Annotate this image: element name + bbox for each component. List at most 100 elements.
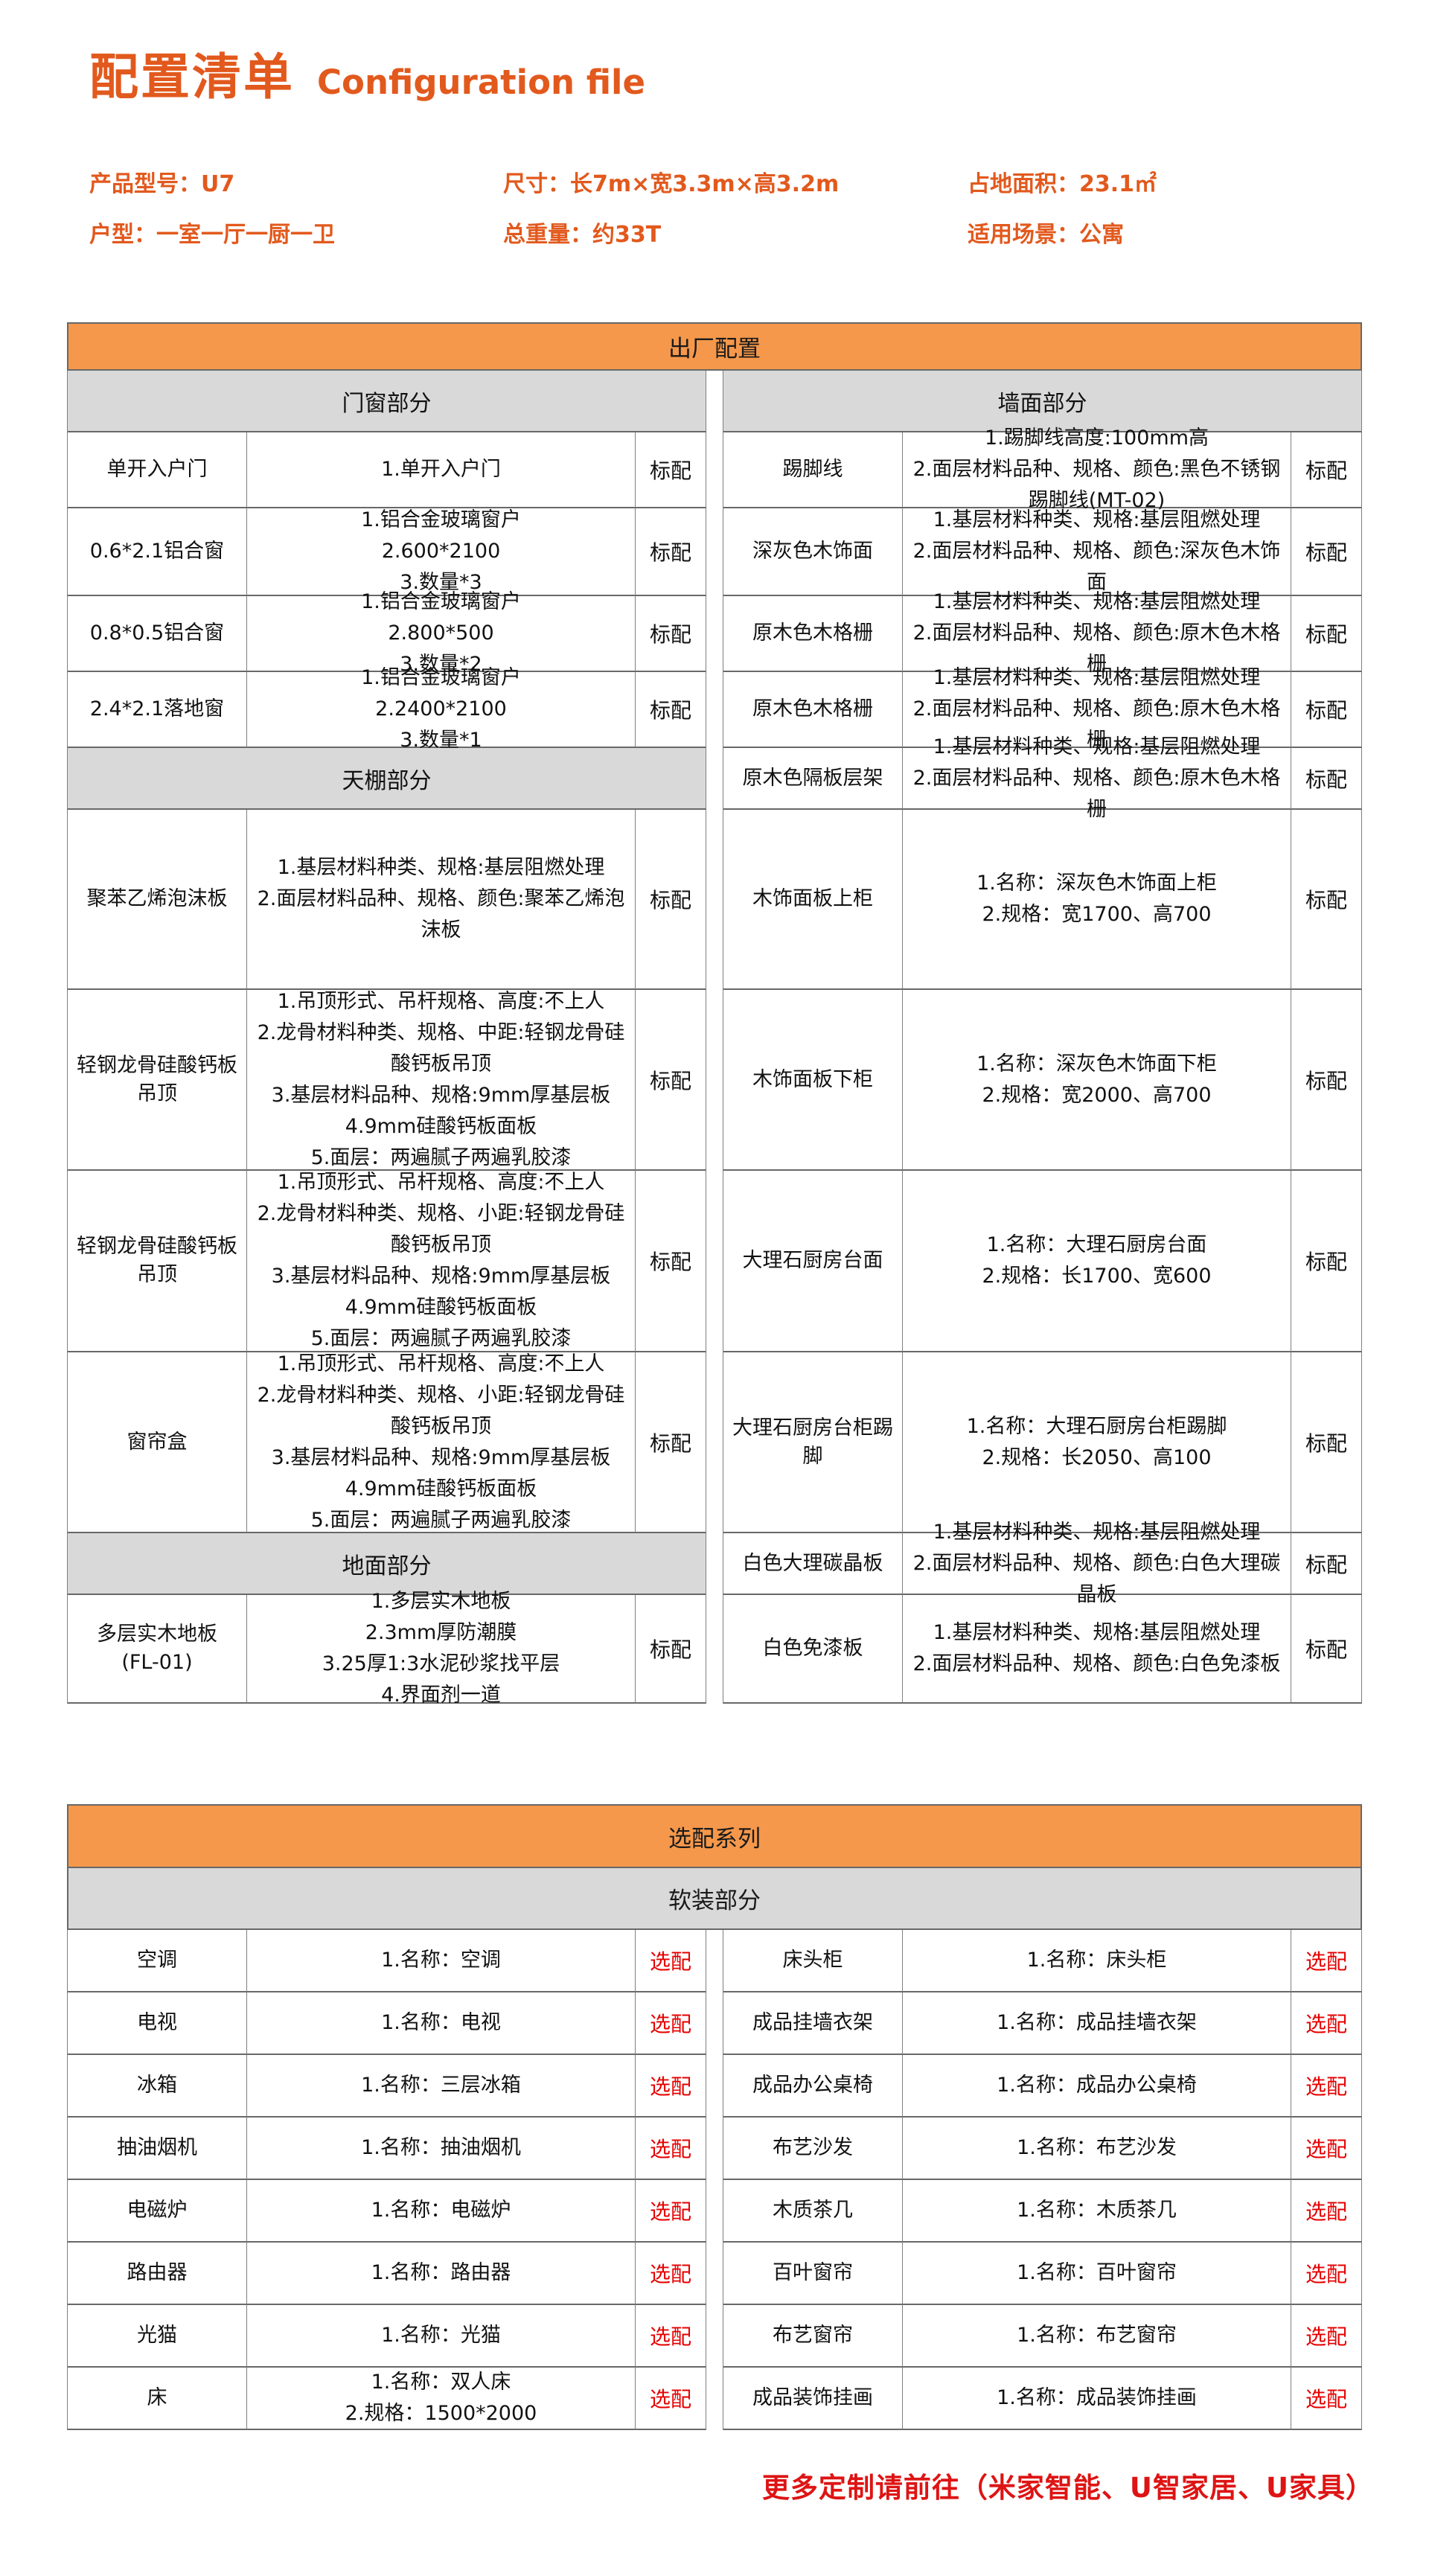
product-model: 产品型号：U7 (89, 165, 234, 198)
item-desc-cell: 1.名称：光猫 (247, 2305, 636, 2368)
table-row: 路由器 1.名称：路由器 选配 百叶窗帘 1.名称：百叶窗帘 选配 (67, 2243, 1362, 2305)
item-desc-line: 2.3mm厚防潮膜 (365, 1621, 517, 1644)
optional-table-subtitle-band: 软装部分 (67, 1868, 1362, 1930)
item-name-cell: 窗帘盒 (68, 1352, 247, 1533)
table-row: 空调 1.名称：空调 选配 床头柜 1.名称：床头柜 选配 (67, 1930, 1362, 1992)
factory-config-table: 出厂配置 门窗部分 墙面部分 单开入户门 1.单开入户门 标配 踢脚线 1.踢脚线高度:10… (67, 322, 1362, 1707)
table-row: 2.4*2.1落地窗 1.铝合金玻璃窗户 2.2400*2100 3.数量*1 标配 原木… (67, 666, 1362, 752)
table-half-right: 木质茶几 1.名称：木质茶几 选配 (723, 2180, 1362, 2243)
column-gap (706, 2305, 723, 2368)
table-half-left: 电视 1.名称：电视 选配 (67, 1992, 706, 2055)
item-desc-line: 1.名称：抽油烟机 (361, 2136, 521, 2159)
table-row: 0.8*0.5铝合窗 1.铝合金玻璃窗户 2.800*500 3.数量*2 标配 原木色木… (67, 590, 1362, 676)
product-size-label: 尺寸： (503, 171, 570, 197)
flag-badge: 标配 (1291, 508, 1362, 596)
item-name-cell: 原木色木格栅 (723, 596, 903, 672)
product-info-row-2: 户型：一室一厅一厨一卫 总重量：约33T 适用场景：公寓 (89, 216, 1362, 249)
item-desc-line: 1.基层材料种类、规格:基层阻燃处理 (933, 735, 1261, 758)
flag-badge: 标配 (1291, 596, 1362, 672)
flag-badge: 选配 (636, 2368, 706, 2430)
column-gap (706, 672, 723, 748)
item-desc-cell: 1.吊顶形式、吊杆规格、高度:不上人 2.龙骨材料种类、规格、小距:轻钢龙骨硅酸钙… (247, 1171, 636, 1352)
column-gap (706, 508, 723, 596)
column-gap (706, 1352, 723, 1533)
item-desc-line: 1.基层材料种类、规格:基层阻燃处理 (933, 1621, 1261, 1644)
item-desc-line: 2.规格：长1700、宽600 (982, 1265, 1212, 1288)
column-gap (706, 2118, 723, 2180)
flag-badge: 选配 (1291, 2305, 1362, 2368)
table-half-left: 抽油烟机 1.名称：抽油烟机 选配 (67, 2118, 706, 2180)
item-desc-line: 1.吊顶形式、吊杆规格、高度:不上人 (277, 1352, 605, 1375)
table-row: 电视 1.名称：电视 选配 成品挂墙衣架 1.名称：成品挂墙衣架 选配 (67, 1992, 1362, 2055)
item-name-cell: 聚苯乙烯泡沫板 (68, 810, 247, 990)
table-half-right: 原木色木格栅 1.基层材料种类、规格:基层阻燃处理 2.面层材料品种、规格、颜色:原… (723, 590, 1362, 676)
item-name-cell: 床头柜 (723, 1930, 903, 1992)
item-desc-cell: 1.多层实木地板 2.3mm厚防潮膜 3.25厚1:3水泥砂浆找平层 4.界面剂一道 (247, 1590, 636, 1707)
item-desc-line: 2.面层材料品种、规格、颜色:白色免漆板 (912, 1652, 1281, 1675)
item-desc-cell: 1.名称：路由器 (247, 2243, 636, 2305)
table-row: 单开入户门 1.单开入户门 标配 踢脚线 1.踢脚线高度:100mm高 2.面层材料品种、… (67, 426, 1362, 512)
item-name-cell: 百叶窗帘 (723, 2243, 903, 2305)
table-row: 地面部分 白色大理碳晶板 1.基层材料种类、规格:基层阻燃处理 2.面层材料品种、规格… (67, 1521, 1362, 1606)
table-half-left: 轻钢龙骨硅酸钙板吊顶 1.吊顶形式、吊杆规格、高度:不上人 2.龙骨材料种类、规格、… (67, 1171, 706, 1352)
factory-table-body: 门窗部分 墙面部分 单开入户门 1.单开入户门 标配 踢脚线 1.踢脚线高度:100mm高 2… (67, 371, 1362, 1707)
table-half-right: 大理石厨房台面 1.名称：大理石厨房台面 2.规格：长1700、宽600 标配 (723, 1171, 1362, 1352)
table-half-left: 光猫 1.名称：光猫 选配 (67, 2305, 706, 2368)
item-desc-cell: 1.铝合金玻璃窗户 2.2400*2100 3.数量*1 (247, 666, 636, 752)
flag-badge: 选配 (1291, 2055, 1362, 2118)
item-desc-cell: 1.名称：空调 (247, 1930, 636, 1992)
item-desc-line: 2.规格：1500*2000 (345, 2402, 537, 2425)
product-weight: 总重量：约33T (503, 216, 661, 249)
footer-note: 更多定制请前往（米家智能、U智家居、U家具） (761, 2472, 1374, 2504)
item-desc-cell: 1.名称：大理石厨房台面 2.规格：长1700、宽600 (903, 1171, 1291, 1352)
item-desc-line: 4.9mm硅酸钙板面板 (345, 1114, 537, 1138)
item-desc-line: 1.名称：空调 (381, 1949, 501, 1972)
item-desc-line: 1.名称：木质茶几 (1017, 2199, 1177, 2222)
table-row: 抽油烟机 1.名称：抽油烟机 选配 布艺沙发 1.名称：布艺沙发 选配 (67, 2118, 1362, 2180)
item-desc-cell: 1.名称：布艺沙发 (903, 2118, 1291, 2180)
table-half-right: 床头柜 1.名称：床头柜 选配 (723, 1930, 1362, 1992)
item-name-cell: 路由器 (68, 2243, 247, 2305)
flag-badge: 标配 (1291, 1171, 1362, 1352)
table-half-left: 窗帘盒 1.吊顶形式、吊杆规格、高度:不上人 2.龙骨材料种类、规格、小距:轻钢龙骨… (67, 1352, 706, 1533)
column-gap (706, 748, 723, 810)
flag-badge: 选配 (636, 1930, 706, 1992)
table-half-right: 深灰色木饰面 1.基层材料种类、规格:基层阻燃处理 2.面层材料品种、规格、颜色:深… (723, 508, 1362, 596)
item-name-cell: 布艺窗帘 (723, 2305, 903, 2368)
table-half-left: 多层实木地板 (FL-01) 1.多层实木地板 2.3mm厚防潮膜 3.25厚1:3水… (67, 1590, 706, 1707)
table-row: 天棚部分 原木色隔板层架 1.基层材料种类、规格:基层阻燃处理 2.面层材料品种、规格… (67, 735, 1362, 821)
flag-badge: 标配 (1291, 1352, 1362, 1533)
item-name-cell: 成品挂墙衣架 (723, 1992, 903, 2055)
column-gap (706, 596, 723, 672)
table-half-right: 墙面部分 (723, 371, 1362, 432)
flag-badge: 标配 (636, 1171, 706, 1352)
section-header: 地面部分 (68, 1533, 706, 1595)
table-half-left: 电磁炉 1.名称：电磁炉 选配 (67, 2180, 706, 2243)
table-half-left: 床 1.名称：双人床 2.规格：1500*2000 选配 (67, 2368, 706, 2430)
item-name-cell: 0.8*0.5铝合窗 (68, 596, 247, 672)
table-half-right: 木饰面板上柜 1.名称：深灰色木饰面上柜 2.规格：宽1700、高700 标配 (723, 810, 1362, 990)
table-half-left: 0.8*0.5铝合窗 1.铝合金玻璃窗户 2.800*500 3.数量*2 标配 (67, 590, 706, 676)
item-desc-cell: 1.名称：成品装饰挂画 (903, 2368, 1291, 2430)
item-desc-line: 2.面层材料品种、规格、颜色:原木色木格栅 (912, 697, 1281, 752)
table-half-left: 单开入户门 1.单开入户门 标配 (67, 432, 706, 508)
product-size-value: 长7m×宽3.3m×高3.2m (570, 171, 840, 197)
item-desc-cell: 1.吊顶形式、吊杆规格、高度:不上人 2.龙骨材料种类、规格、中距:轻钢龙骨硅酸钙… (247, 990, 636, 1171)
item-desc-line: 1.基层材料种类、规格:基层阻燃处理 (933, 508, 1261, 531)
table-half-left: 冰箱 1.名称：三层冰箱 选配 (67, 2055, 706, 2118)
flag-badge: 选配 (636, 1992, 706, 2055)
flag-badge: 标配 (1291, 672, 1362, 748)
product-model-label: 产品型号： (89, 171, 201, 197)
item-desc-line: 1.名称：深灰色木饰面下柜 (976, 1052, 1217, 1076)
item-name-cell: 成品办公桌椅 (723, 2055, 903, 2118)
item-desc-line: 1.铝合金玻璃窗户 (361, 508, 521, 531)
optional-series-table: 选配系列 软装部分 空调 1.名称：空调 选配 床头柜 1.名称：床头柜 选配 电视 1.名称… (67, 1804, 1362, 2430)
flag-badge: 标配 (636, 990, 706, 1171)
item-desc-line: 1.名称：三层冰箱 (361, 2074, 521, 2097)
item-desc-line: 1.名称：电视 (381, 2011, 501, 2034)
table-half-right: 白色免漆板 1.基层材料种类、规格:基层阻燃处理 2.面层材料品种、规格、颜色:白色… (723, 1595, 1362, 1704)
product-scene-value: 公寓 (1079, 222, 1124, 248)
item-desc-line: 1.名称：布艺窗帘 (1017, 2324, 1177, 2347)
table-half-right: 成品装饰挂画 1.名称：成品装饰挂画 选配 (723, 2368, 1362, 2430)
item-desc-cell: 1.基层材料种类、规格:基层阻燃处理 2.面层材料品种、规格、颜色:原木色木格栅 (903, 735, 1291, 821)
